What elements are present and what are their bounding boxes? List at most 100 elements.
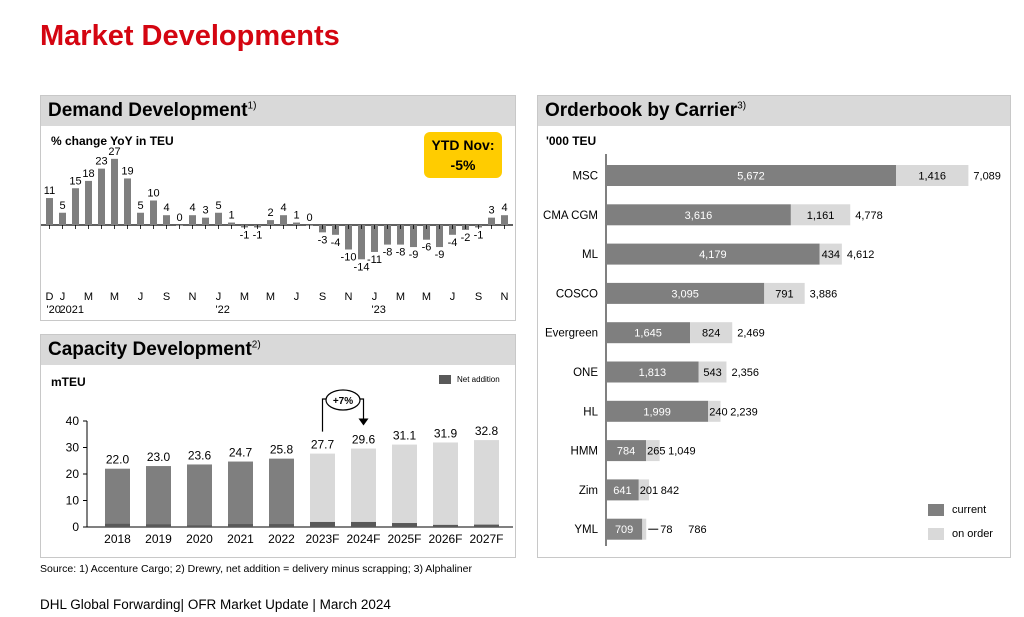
legend-net-addition-label: Net addition	[457, 375, 500, 384]
growth-badge	[325, 389, 361, 411]
demand-bar	[410, 225, 417, 248]
orderbook-unit-label: '000 TEU	[546, 134, 597, 148]
orderbook-on-order-bar	[764, 282, 805, 304]
demand-tick-label: S	[163, 291, 170, 303]
demand-bar	[202, 217, 209, 225]
orderbook-chart: MSC 5,672 1,416 7,089 CMA CGM 3,616 1,161 4,778…	[543, 154, 1001, 546]
orderbook-current-bar	[606, 322, 691, 344]
demand-data-label: -4	[331, 237, 341, 249]
orderbook-panel: Orderbook by Carrier3) '000 TEU MSC 5,672…	[537, 95, 1011, 558]
orderbook-carrier-label: COSCO	[556, 288, 598, 300]
orderbook-total-label: 842	[661, 485, 679, 497]
orderbook-current-label: 3,616	[685, 210, 713, 222]
ytd-value: -5%	[450, 157, 476, 173]
orderbook-current-label: 641	[613, 485, 631, 497]
orderbook-on-order-bar	[698, 361, 727, 383]
demand-bar	[267, 220, 274, 225]
demand-data-label: 0	[176, 212, 182, 224]
demand-bar	[150, 200, 157, 225]
demand-data-label: -11	[367, 254, 382, 266]
demand-data-label: 2	[267, 207, 273, 219]
demand-data-label: -9	[409, 249, 419, 261]
demand-tick-label: J	[294, 291, 300, 303]
demand-bar	[124, 178, 131, 225]
orderbook-total-label: 4,778	[855, 210, 883, 222]
demand-tick-label: M	[266, 291, 275, 303]
orderbook-on-order-bar	[638, 479, 650, 501]
demand-data-label: 10	[147, 188, 159, 200]
demand-bar	[293, 222, 300, 225]
demand-data-label: 4	[280, 202, 286, 214]
demand-data-label: -8	[396, 247, 406, 259]
capacity-bar	[351, 448, 376, 527]
demand-bar	[488, 217, 495, 225]
demand-bar	[163, 215, 170, 225]
demand-tick-label: J	[60, 291, 66, 303]
orderbook-carrier-label: ML	[582, 249, 599, 261]
demand-panel-header: Demand Development1)	[41, 96, 515, 126]
orderbook-title-note: 3)	[737, 100, 747, 112]
capacity-title-note: 2)	[251, 339, 261, 351]
capacity-net-addition-bar	[146, 524, 171, 527]
demand-data-label: 3	[488, 205, 494, 217]
orderbook-on-order-bar	[790, 204, 851, 226]
demand-bar	[111, 158, 118, 225]
capacity-bar	[228, 461, 253, 527]
orderbook-carrier-label: CMA CGM	[543, 210, 598, 222]
demand-data-label: 4	[163, 202, 169, 214]
capacity-panel-header: Capacity Development2)	[41, 335, 515, 365]
demand-bar	[449, 225, 456, 235]
orderbook-on-order-bar	[708, 400, 721, 422]
orderbook-current-label: 1,999	[643, 406, 671, 418]
demand-data-label: 5	[137, 200, 143, 212]
capacity-net-addition-bar	[269, 524, 294, 527]
orderbook-on-order-label: 1,416	[918, 171, 946, 183]
demand-data-label: -10	[341, 252, 357, 264]
capacity-data-label: 23.0	[147, 450, 171, 464]
capacity-net-addition-bar	[310, 521, 335, 527]
demand-data-label: 15	[69, 175, 81, 187]
legend-net-addition-swatch	[439, 375, 451, 384]
demand-tick-label: J	[138, 291, 144, 303]
demand-panel: Demand Development1) % change YoY in TEU…	[40, 95, 516, 321]
orderbook-current-bar	[606, 400, 709, 422]
demand-tick-label: D	[46, 291, 54, 303]
demand-title-note: 1)	[247, 100, 257, 112]
capacity-bar	[187, 464, 212, 527]
capacity-y-tick-label: 20	[66, 467, 80, 481]
orderbook-total-label: 2,356	[731, 367, 759, 379]
capacity-category-label: 2022	[268, 532, 295, 546]
capacity-net-addition-bar	[433, 524, 458, 527]
demand-bar	[98, 168, 105, 225]
orderbook-on-order-label: 1,161	[807, 210, 835, 222]
capacity-bar	[105, 468, 130, 527]
legend-current-swatch	[928, 504, 944, 516]
capacity-net-addition-bar	[105, 523, 130, 527]
ytd-badge: YTD Nov: -5%	[424, 132, 502, 178]
orderbook-on-order-bar	[896, 165, 969, 186]
ytd-label: YTD Nov:	[431, 137, 495, 153]
capacity-bar	[474, 440, 499, 527]
capacity-y-tick-label: 40	[66, 414, 80, 428]
orderbook-carrier-label: MSC	[572, 171, 598, 183]
legend-on-order-label: on order	[952, 528, 993, 540]
orderbook-carrier-label: HMM	[571, 446, 598, 458]
orderbook-carrier-label: HL	[583, 406, 598, 418]
orderbook-total-label: 4,612	[847, 249, 875, 261]
demand-bar	[358, 225, 365, 260]
orderbook-current-label: 709	[615, 524, 633, 536]
demand-year-label: '20	[47, 304, 61, 316]
demand-data-label: 4	[189, 202, 195, 214]
demand-tick-label: N	[501, 291, 509, 303]
demand-data-label: -3	[318, 234, 328, 246]
orderbook-carrier-label: YML	[574, 524, 598, 536]
demand-year-label: 2021	[60, 304, 84, 316]
demand-data-label: -8	[383, 247, 393, 259]
demand-bar	[280, 215, 287, 225]
demand-data-label: 1	[228, 210, 234, 222]
demand-data-label: 3	[202, 205, 208, 217]
demand-year-label: '23	[372, 304, 386, 316]
demand-bar	[85, 180, 92, 225]
orderbook-on-order-bar	[642, 518, 647, 540]
orderbook-current-label: 784	[617, 446, 635, 458]
